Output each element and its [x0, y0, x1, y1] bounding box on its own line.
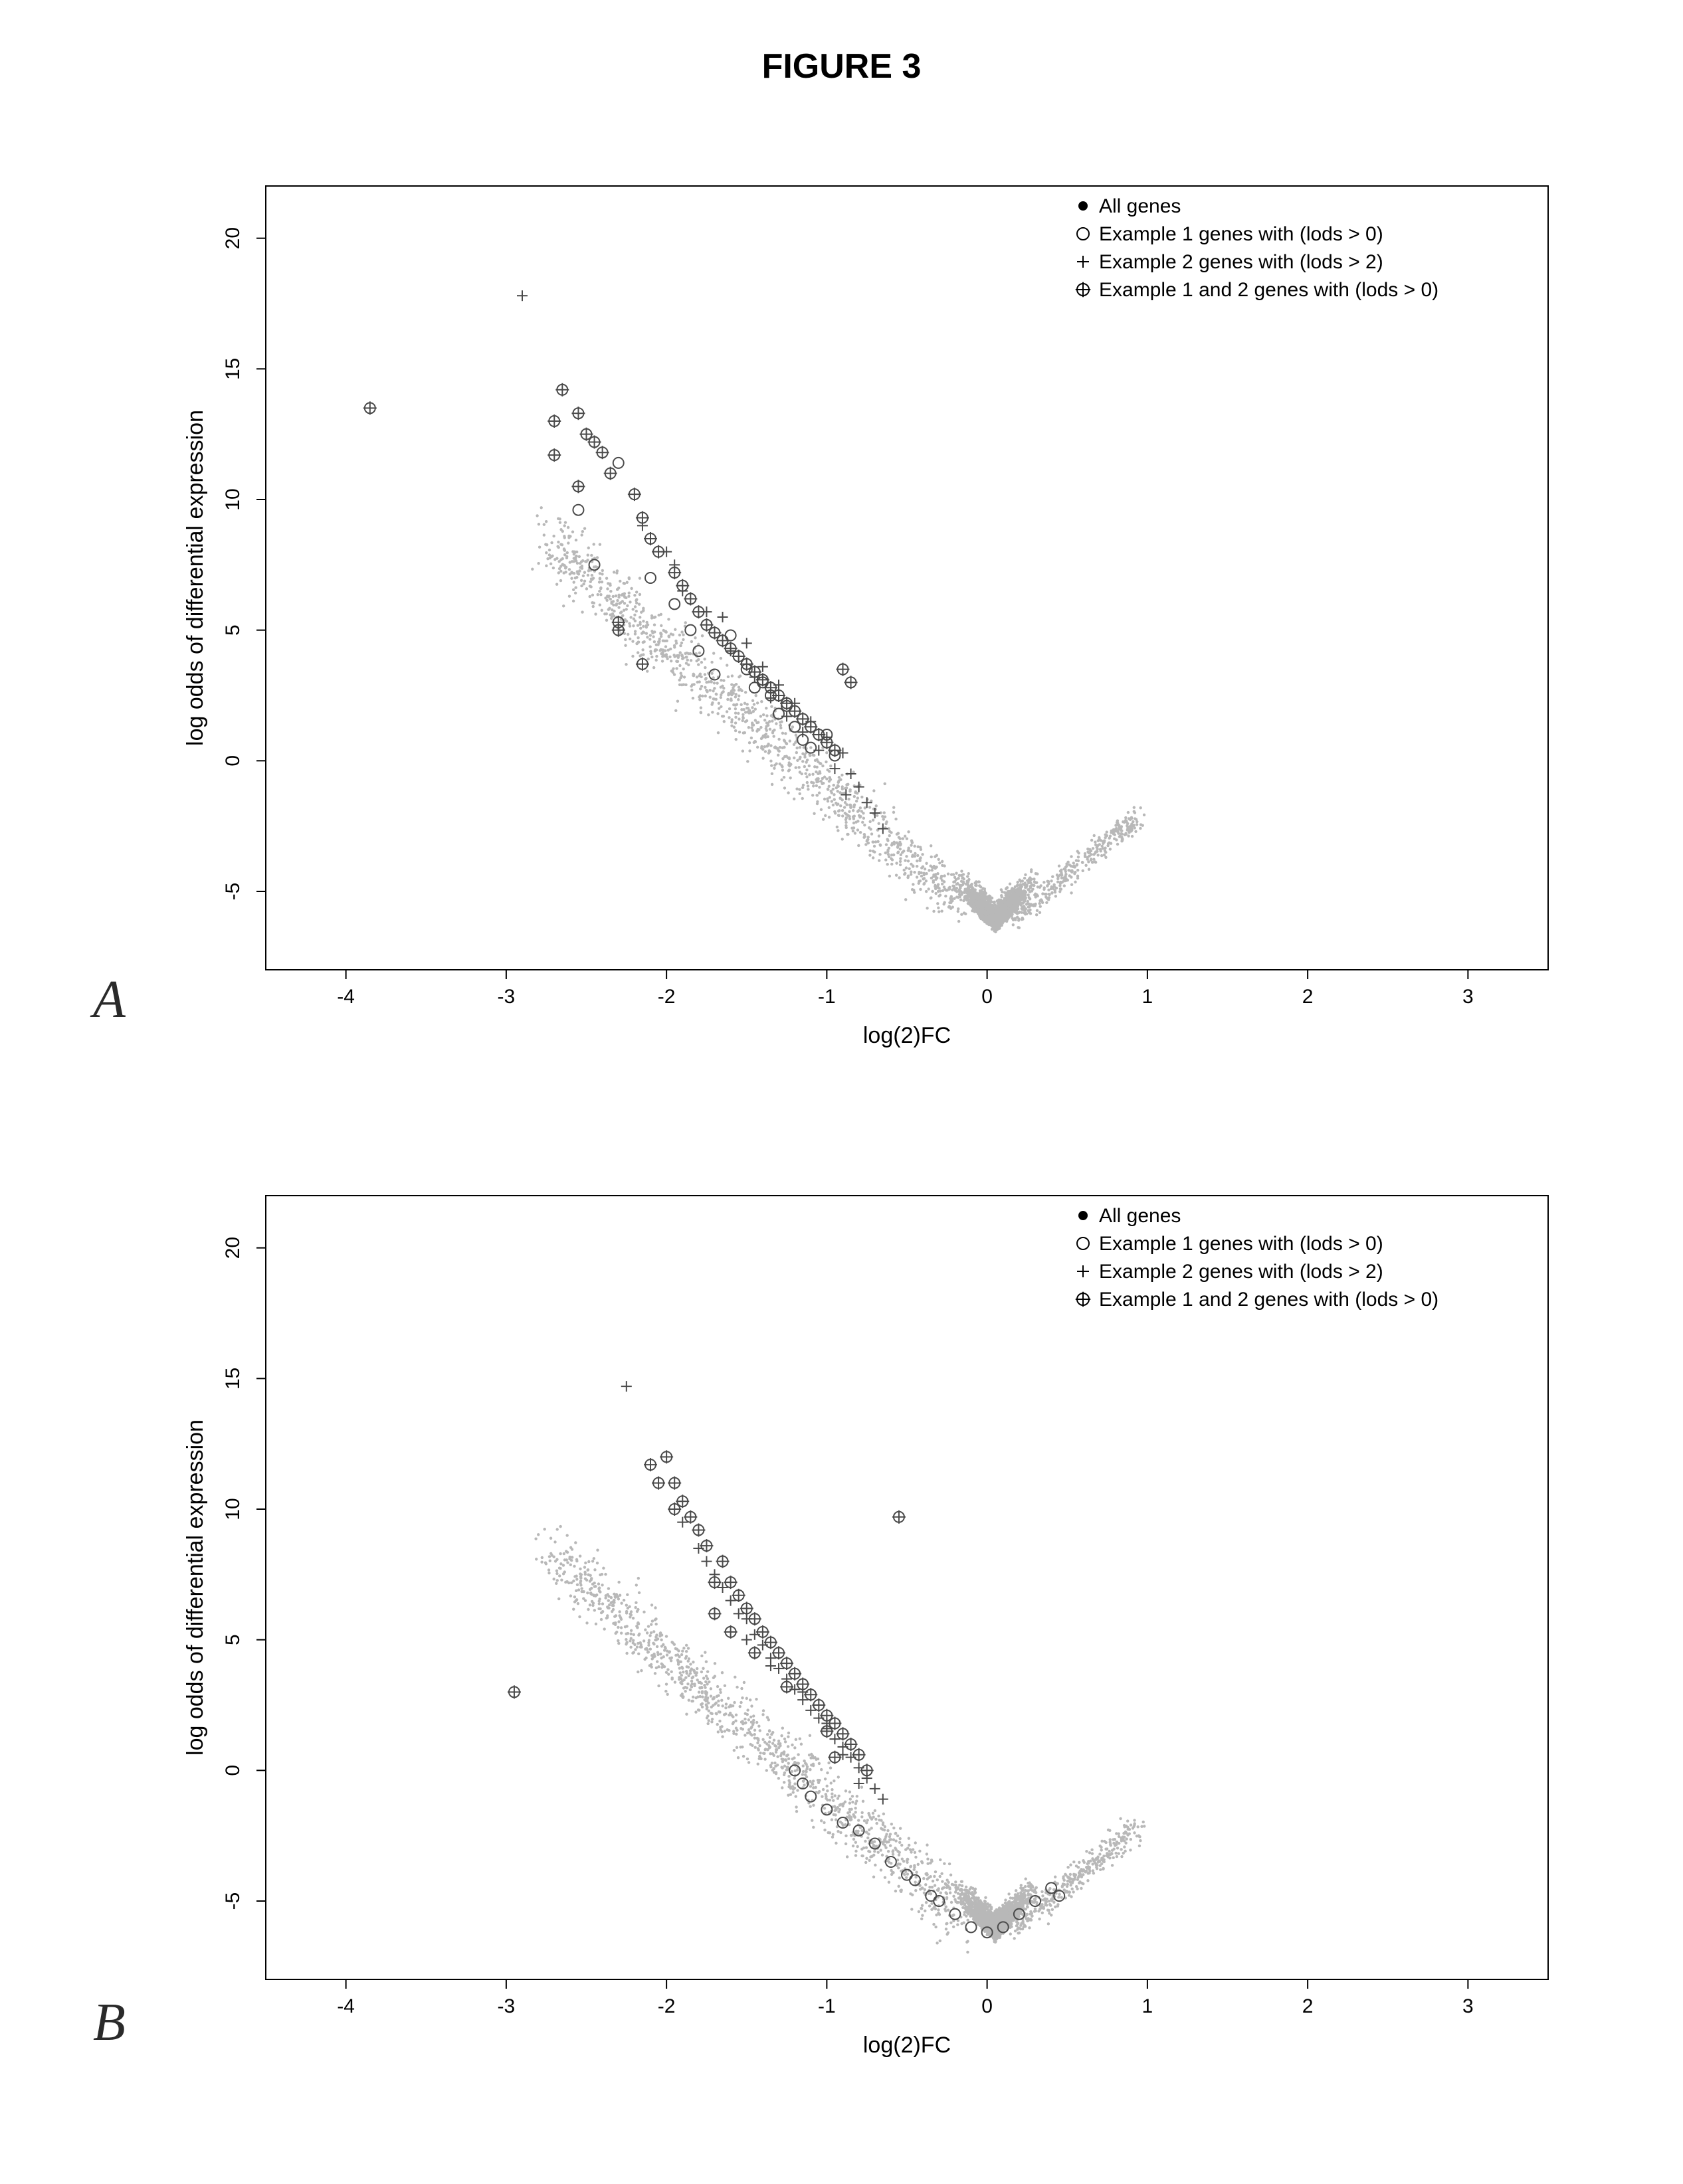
- svg-text:15: 15: [222, 1368, 244, 1390]
- svg-text:log odds of differential expre: log odds of differential expression: [183, 410, 208, 746]
- panel-letter-a: A: [93, 970, 126, 1030]
- svg-text:1: 1: [1142, 986, 1153, 1008]
- svg-text:-4: -4: [337, 986, 355, 1008]
- svg-text:0: 0: [981, 1995, 993, 2017]
- svg-text:2: 2: [1302, 986, 1314, 1008]
- svg-text:-2: -2: [658, 1995, 676, 2017]
- svg-text:log(2)FC: log(2)FC: [863, 1023, 951, 1048]
- svg-text:10: 10: [222, 488, 244, 510]
- svg-text:10: 10: [222, 1498, 244, 1520]
- svg-text:3: 3: [1462, 1995, 1474, 2017]
- page: FIGURE 3 A -4-3-2-10123log(2)FC-50510152…: [0, 0, 1683, 2184]
- svg-text:5: 5: [222, 624, 244, 636]
- svg-text:log(2)FC: log(2)FC: [863, 2033, 951, 2058]
- svg-text:-5: -5: [222, 1892, 244, 1910]
- panel-b: -4 -3 -2 -1 0 1 2 3 log(2)FC -5 0 5 10 15 20 log odds o…: [173, 1182, 1568, 2072]
- svg-text:Example 1 genes with (lods > 0: Example 1 genes with (lods > 0): [1099, 223, 1383, 245]
- svg-text:-1: -1: [818, 1995, 836, 2017]
- svg-text:-5: -5: [222, 883, 244, 901]
- svg-text:0: 0: [222, 1765, 244, 1776]
- svg-text:15: 15: [222, 358, 244, 380]
- svg-text:-3: -3: [498, 986, 516, 1008]
- svg-text:20: 20: [222, 1237, 244, 1259]
- panel-letter-b: B: [93, 1993, 126, 2053]
- svg-text:Example 1 and 2 genes with (lo: Example 1 and 2 genes with (lods > 0): [1099, 279, 1438, 301]
- svg-text:5: 5: [222, 1634, 244, 1645]
- svg-text:Example 2 genes with (lods > 2: Example 2 genes with (lods > 2): [1099, 251, 1383, 273]
- svg-text:All genes: All genes: [1099, 195, 1181, 217]
- svg-text:2: 2: [1302, 1995, 1314, 2017]
- svg-text:-4: -4: [337, 1995, 355, 2017]
- svg-text:1: 1: [1142, 1995, 1153, 2017]
- volcano-plot-b: -4 -3 -2 -1 0 1 2 3 log(2)FC -5 0 5 10 15 20 log odds o…: [173, 1182, 1568, 2072]
- svg-text:-3: -3: [498, 1995, 516, 2017]
- svg-text:-1: -1: [818, 986, 836, 1008]
- svg-text:log odds of differential expre: log odds of differential expression: [183, 1419, 208, 1756]
- panel-a: -4 -3 -2 -1 0 1 2 3 log(2)FC -5 0 5 10 15 20 log odds o…: [173, 173, 1568, 1063]
- svg-text:0: 0: [981, 986, 993, 1008]
- figure-title: FIGURE 3: [762, 46, 922, 86]
- svg-text:3: 3: [1462, 986, 1474, 1008]
- svg-text:20: 20: [222, 227, 244, 249]
- volcano-plot-a: -4 -3 -2 -1 0 1 2 3 log(2)FC -5 0 5 10 15 20 log odds o…: [173, 173, 1568, 1063]
- svg-text:-2: -2: [658, 986, 676, 1008]
- svg-text:0: 0: [222, 755, 244, 767]
